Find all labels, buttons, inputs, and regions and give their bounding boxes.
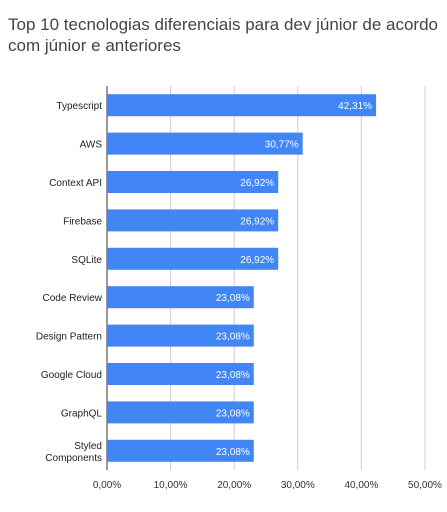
bar <box>107 209 279 232</box>
x-tick-label: 20,00% <box>217 480 251 491</box>
x-tick-label: 50,00% <box>408 480 442 491</box>
data-label: 26,92% <box>240 216 274 227</box>
bar <box>107 286 254 309</box>
data-label: 23,08% <box>216 370 250 381</box>
bar <box>107 171 279 193</box>
data-label: 30,77% <box>265 140 299 151</box>
bar <box>107 94 377 117</box>
data-label: 23,08% <box>216 332 250 343</box>
data-label: 42,31% <box>338 101 372 112</box>
bar <box>107 401 254 424</box>
x-tick-label: 30,00% <box>281 480 315 491</box>
labels: 0,00% 10,00% 20,00% 30,00% 40,00% 50,00% 42,31… <box>36 101 442 491</box>
x-tick-label: 10,00% <box>154 480 188 491</box>
bar <box>107 363 254 385</box>
category-label: Context API <box>49 178 102 189</box>
bar <box>107 439 254 462</box>
bar <box>107 132 303 155</box>
category-label: Styled <box>74 441 102 452</box>
category-label: SQLite <box>71 255 102 266</box>
bar <box>107 324 254 347</box>
category-label: AWS <box>80 140 103 151</box>
category-label: Typescript <box>56 101 102 112</box>
data-label: 23,08% <box>216 447 250 458</box>
category-label: Google Cloud <box>41 370 102 381</box>
data-label: 23,08% <box>216 408 250 419</box>
category-label: GraphQL <box>61 408 103 419</box>
category-label: Design Pattern <box>36 332 102 343</box>
x-tick-label: 0,00% <box>93 480 121 491</box>
category-label: Code Review <box>43 293 103 304</box>
chart-title: Top 10 tecnologias diferenciais para dev… <box>8 15 438 55</box>
data-label: 26,92% <box>240 178 274 189</box>
bars <box>107 94 377 462</box>
bar <box>107 247 279 270</box>
data-label: 26,92% <box>240 255 274 266</box>
category-label: Firebase <box>63 216 102 227</box>
x-tick-label: 40,00% <box>344 480 378 491</box>
data-label: 23,08% <box>216 293 250 304</box>
category-label: Components <box>45 453 102 464</box>
